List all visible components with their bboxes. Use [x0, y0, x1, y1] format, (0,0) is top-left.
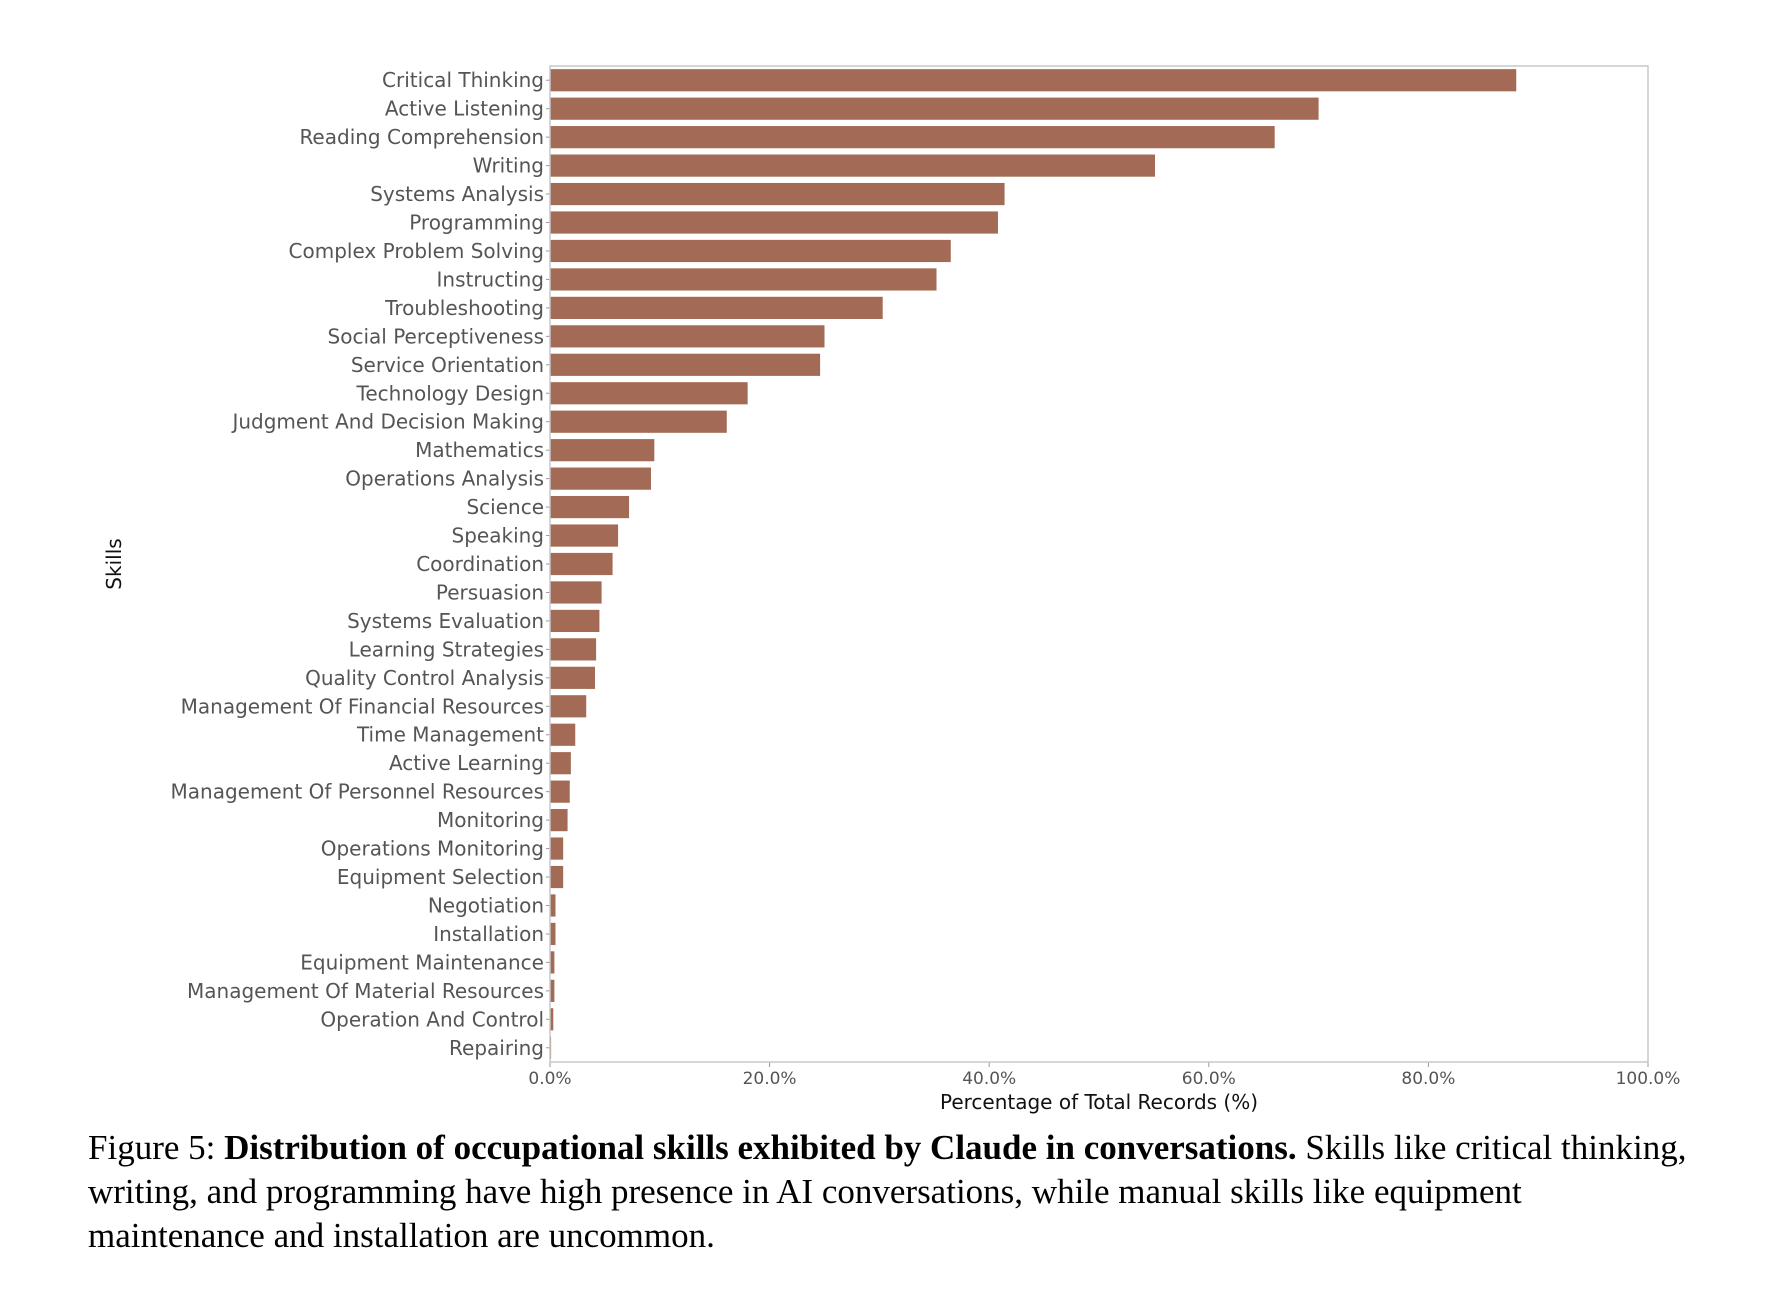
- y-tick-label: Quality Control Analysis: [305, 666, 544, 690]
- y-tick-label: Complex Problem Solving: [289, 239, 544, 263]
- y-tick-label: Learning Strategies: [349, 637, 544, 661]
- bar: [550, 353, 821, 376]
- y-axis-title: Skills: [102, 538, 126, 589]
- y-tick-label: Mathematics: [415, 438, 544, 462]
- y-tick-label: Management Of Personnel Resources: [171, 780, 545, 804]
- bar: [550, 809, 568, 832]
- y-tick-label: Monitoring: [437, 808, 544, 832]
- bar: [550, 752, 571, 775]
- x-tick-label: 40.0%: [962, 1069, 1016, 1089]
- y-tick-label: Writing: [473, 154, 544, 178]
- bar: [550, 382, 748, 405]
- caption-bold: Distribution of occupational skills exhi…: [224, 1128, 1297, 1167]
- bar: [550, 894, 556, 917]
- plot-frame: [549, 65, 1649, 1063]
- y-tick-label: Equipment Maintenance: [300, 950, 544, 974]
- caption-prefix: Figure 5:: [88, 1128, 225, 1167]
- bar: [550, 211, 998, 234]
- bar: [550, 467, 652, 490]
- y-tick-label: Instructing: [437, 267, 545, 291]
- bar: [550, 97, 1319, 120]
- bar: [550, 1008, 554, 1031]
- figure-caption: Figure 5: Distribution of occupational s…: [88, 1126, 1694, 1258]
- x-tick-label: 60.0%: [1182, 1069, 1236, 1089]
- bar: [550, 524, 619, 547]
- bar: [550, 865, 564, 889]
- x-tick-label: 0.0%: [528, 1069, 571, 1089]
- bar: [550, 239, 951, 263]
- y-tick-labels: Critical Thinking Active Listening Reading…: [171, 68, 550, 1060]
- x-axis: 0.0% 20.0% 40.0% 60.0% 80.0% 100.0%: [528, 1062, 1680, 1089]
- bar: [550, 69, 1517, 92]
- bar: [550, 268, 937, 291]
- bar: [550, 837, 564, 860]
- bar: [550, 695, 587, 718]
- y-tick-label: Systems Analysis: [370, 182, 544, 206]
- bar: [550, 439, 655, 462]
- y-tick-label: Negotiation: [428, 893, 544, 917]
- y-tick-label: Active Learning: [389, 751, 544, 775]
- bar: [550, 638, 597, 661]
- y-tick-label: Coordination: [416, 552, 544, 576]
- y-tick-label: Persuasion: [436, 580, 544, 604]
- bar: [550, 723, 576, 746]
- bar: [550, 182, 1005, 206]
- y-tick-label: Time Management: [356, 723, 544, 747]
- y-tick-label: Reading Comprehension: [299, 125, 544, 149]
- y-tick-label: Programming: [409, 211, 544, 235]
- bar: [550, 325, 825, 348]
- y-tick-label: Judgment And Decision Making: [230, 410, 544, 434]
- bar: [550, 495, 630, 519]
- y-tick-label: Science: [466, 495, 544, 519]
- y-tick-label: Management Of Financial Resources: [181, 694, 544, 718]
- bars-group: [550, 69, 1517, 1059]
- caption-text: Skills like critical thinking, writing, …: [88, 1128, 1687, 1255]
- y-tick-label: Service Orientation: [351, 353, 544, 377]
- y-tick-label: Operation And Control: [320, 1007, 544, 1031]
- x-tick-label: 100.0%: [1616, 1069, 1681, 1089]
- bar: [550, 154, 1155, 177]
- bar: [550, 666, 596, 689]
- bar: [550, 296, 883, 319]
- y-tick-label: Critical Thinking: [382, 68, 544, 92]
- y-tick-label: Operations Monitoring: [321, 837, 544, 861]
- y-tick-label: Active Listening: [385, 97, 544, 121]
- y-tick-label: Troubleshooting: [384, 296, 544, 320]
- x-axis-title: Percentage of Total Records (%): [940, 1090, 1258, 1114]
- y-tick-label: Equipment Selection: [337, 865, 544, 889]
- bar: [550, 410, 727, 433]
- y-tick-label: Management Of Material Resources: [187, 979, 544, 1003]
- bar: [550, 979, 555, 1002]
- y-tick-label: Social Perceptiveness: [328, 324, 544, 348]
- y-tick-label: Technology Design: [356, 381, 544, 405]
- bar: [550, 609, 600, 633]
- bar: [550, 780, 570, 803]
- y-tick-label: Repairing: [449, 1036, 544, 1060]
- bar: [550, 552, 613, 576]
- bar: [550, 951, 555, 974]
- y-tick-label: Systems Evaluation: [347, 609, 544, 633]
- bar: [550, 922, 556, 946]
- y-tick-label: Operations Analysis: [345, 467, 544, 491]
- bar: [550, 126, 1275, 149]
- x-tick-label: 20.0%: [743, 1069, 797, 1089]
- x-tick-label: 80.0%: [1401, 1069, 1455, 1089]
- y-tick-label: Installation: [433, 922, 544, 946]
- bar: [550, 581, 602, 604]
- bar-chart: Critical Thinking Active Listening Reading…: [102, 65, 1680, 1114]
- y-tick-label: Speaking: [452, 524, 544, 548]
